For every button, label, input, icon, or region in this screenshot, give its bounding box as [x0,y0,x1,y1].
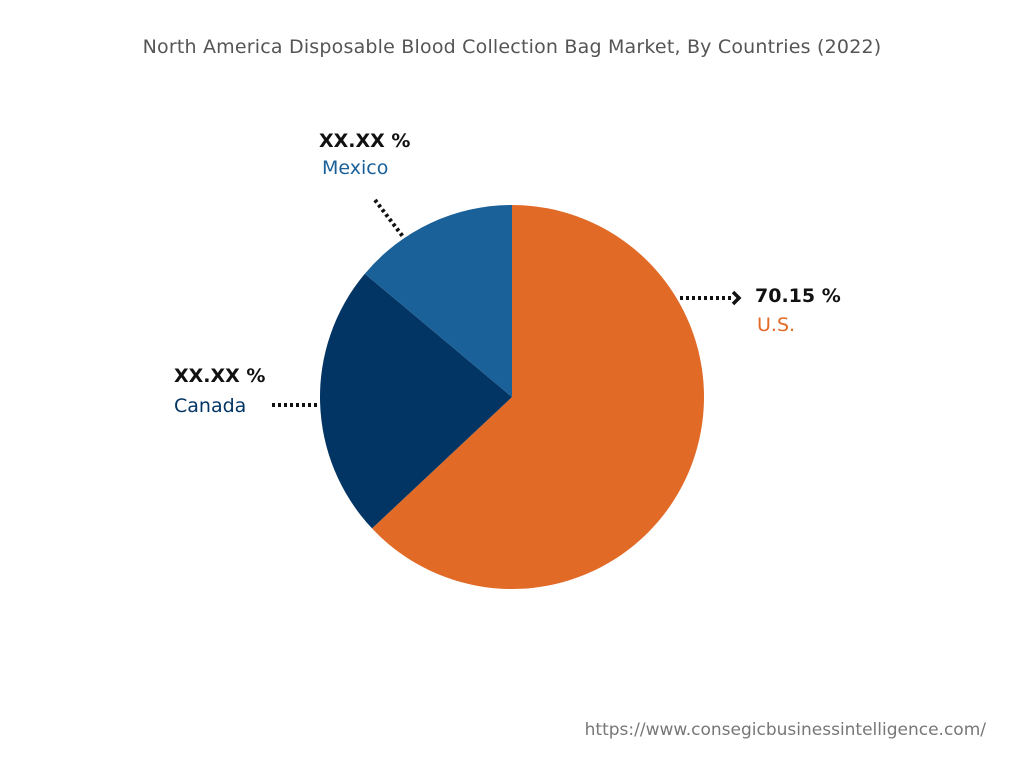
data-label-mexico-value: XX.XX % [319,130,411,152]
pie-slice-mexico [364,205,512,397]
leader-arrow-us [731,290,742,306]
data-label-us-name: U.S. [757,314,796,336]
data-label-canada-name: Canada [174,395,247,417]
pie-slice-canada [319,273,512,529]
source-url: https://www.consegicbusinessintelligence… [584,720,986,740]
data-label-us-value: 70.15 % [755,285,841,307]
data-label-mexico-name: Mexico [322,157,389,179]
pie-slice-us [372,205,705,589]
data-label-canada-value: XX.XX % [174,365,266,387]
chart-title: North America Disposable Blood Collectio… [142,36,882,58]
leader-line-mexico [373,198,406,240]
